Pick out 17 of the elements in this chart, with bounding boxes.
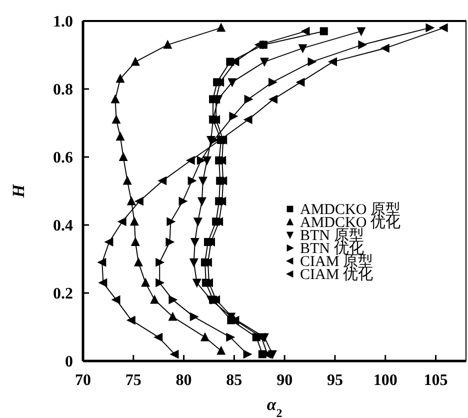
y-tick-label: 0.8 [53,82,73,98]
y-tick-label: 0 [65,354,73,370]
y-tick-label: 1.0 [53,14,73,30]
y-tick-label: 0.4 [53,218,73,234]
x-tick-label: 70 [75,372,91,389]
x-axis-title: α$_{2}$ [266,395,282,418]
x-tick-label: 90 [276,372,293,389]
y-axis-title: H [9,184,28,199]
x-tick-label: 75 [125,372,142,389]
y-tick-label: 0.6 [53,150,73,166]
x-tick-label: 100 [373,372,398,389]
legend-label: CIAM 优化 [300,266,373,283]
y-tick-label: 0.2 [53,286,73,302]
x-tick-label: 85 [226,372,242,389]
x-tick-label: 80 [176,372,192,389]
x-tick-label: 95 [326,372,343,389]
x-tick-label: 105 [424,372,448,389]
